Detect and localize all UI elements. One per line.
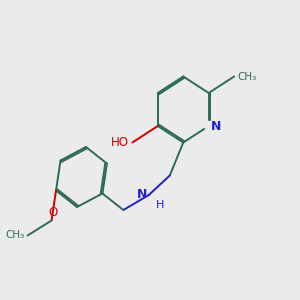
Text: N: N — [211, 119, 221, 133]
Text: CH₃: CH₃ — [5, 230, 25, 241]
Text: O: O — [48, 206, 58, 219]
Text: H: H — [155, 200, 164, 210]
Text: CH₃: CH₃ — [237, 71, 256, 82]
Text: HO: HO — [111, 136, 129, 149]
Text: N: N — [137, 188, 147, 202]
